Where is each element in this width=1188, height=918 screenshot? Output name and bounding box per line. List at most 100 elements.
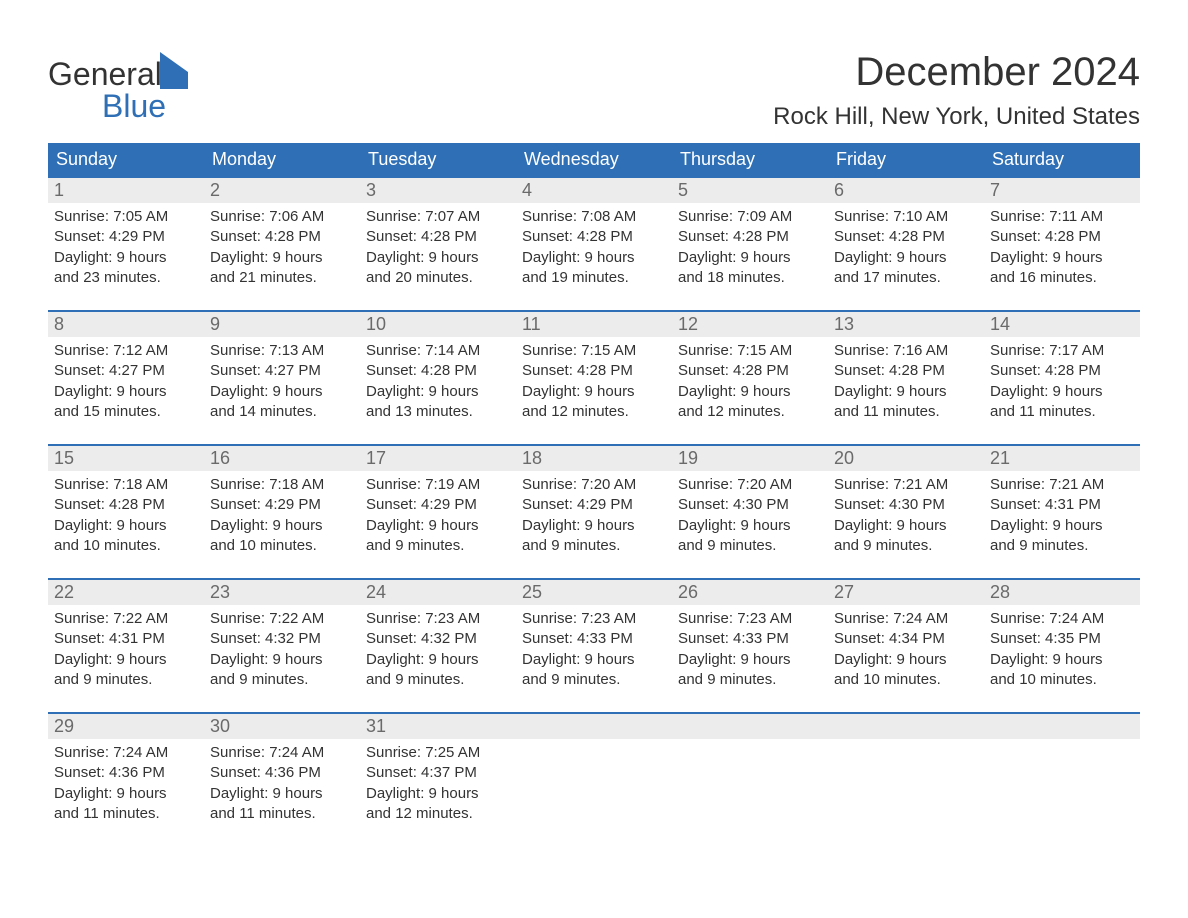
sunset-text: Sunset: 4:27 PM [54, 361, 198, 381]
day-cell [672, 714, 828, 828]
day-number: 19 [672, 446, 828, 471]
sunrise-text: Sunrise: 7:21 AM [834, 475, 978, 495]
sunset-text: Sunset: 4:30 PM [834, 495, 978, 515]
day-number: 15 [48, 446, 204, 471]
day-body: Sunrise: 7:25 AMSunset: 4:37 PMDaylight:… [360, 739, 516, 828]
daylight-line2: and 9 minutes. [522, 536, 666, 556]
day-body: Sunrise: 7:18 AMSunset: 4:28 PMDaylight:… [48, 471, 204, 560]
daylight-line2: and 16 minutes. [990, 268, 1134, 288]
daylight-line2: and 19 minutes. [522, 268, 666, 288]
day-cell: 31Sunrise: 7:25 AMSunset: 4:37 PMDayligh… [360, 714, 516, 828]
day-cell: 16Sunrise: 7:18 AMSunset: 4:29 PMDayligh… [204, 446, 360, 560]
sunrise-text: Sunrise: 7:18 AM [54, 475, 198, 495]
sunrise-text: Sunrise: 7:23 AM [678, 609, 822, 629]
daylight-line2: and 9 minutes. [366, 670, 510, 690]
sunrise-text: Sunrise: 7:18 AM [210, 475, 354, 495]
daylight-line1: Daylight: 9 hours [678, 650, 822, 670]
logo-triangle-icon [160, 52, 188, 89]
daylight-line1: Daylight: 9 hours [366, 784, 510, 804]
sunrise-text: Sunrise: 7:07 AM [366, 207, 510, 227]
daylight-line2: and 9 minutes. [678, 670, 822, 690]
daylight-line2: and 10 minutes. [834, 670, 978, 690]
sunset-text: Sunset: 4:27 PM [210, 361, 354, 381]
day-body: Sunrise: 7:09 AMSunset: 4:28 PMDaylight:… [672, 203, 828, 292]
daylight-line1: Daylight: 9 hours [990, 382, 1134, 402]
sunrise-text: Sunrise: 7:15 AM [678, 341, 822, 361]
day-body: Sunrise: 7:24 AMSunset: 4:34 PMDaylight:… [828, 605, 984, 694]
sunset-text: Sunset: 4:32 PM [210, 629, 354, 649]
day-cell: 9Sunrise: 7:13 AMSunset: 4:27 PMDaylight… [204, 312, 360, 426]
daylight-line1: Daylight: 9 hours [522, 248, 666, 268]
day-body: Sunrise: 7:24 AMSunset: 4:36 PMDaylight:… [48, 739, 204, 828]
day-cell: 19Sunrise: 7:20 AMSunset: 4:30 PMDayligh… [672, 446, 828, 560]
sunrise-text: Sunrise: 7:20 AM [522, 475, 666, 495]
sunrise-text: Sunrise: 7:15 AM [522, 341, 666, 361]
sunrise-text: Sunrise: 7:11 AM [990, 207, 1134, 227]
daylight-line1: Daylight: 9 hours [366, 650, 510, 670]
day-number: 30 [204, 714, 360, 739]
sunset-text: Sunset: 4:28 PM [678, 227, 822, 247]
day-body: Sunrise: 7:15 AMSunset: 4:28 PMDaylight:… [516, 337, 672, 426]
day-body: Sunrise: 7:24 AMSunset: 4:36 PMDaylight:… [204, 739, 360, 828]
daylight-line2: and 18 minutes. [678, 268, 822, 288]
sunrise-text: Sunrise: 7:08 AM [522, 207, 666, 227]
weekday-header: Wednesday [516, 143, 672, 176]
sunrise-text: Sunrise: 7:22 AM [210, 609, 354, 629]
day-body: Sunrise: 7:05 AMSunset: 4:29 PMDaylight:… [48, 203, 204, 292]
sunrise-text: Sunrise: 7:13 AM [210, 341, 354, 361]
day-body: Sunrise: 7:16 AMSunset: 4:28 PMDaylight:… [828, 337, 984, 426]
sunrise-text: Sunrise: 7:24 AM [990, 609, 1134, 629]
sunset-text: Sunset: 4:36 PM [54, 763, 198, 783]
daylight-line2: and 20 minutes. [366, 268, 510, 288]
day-number: 12 [672, 312, 828, 337]
daylight-line2: and 9 minutes. [990, 536, 1134, 556]
day-number: 29 [48, 714, 204, 739]
day-body: Sunrise: 7:19 AMSunset: 4:29 PMDaylight:… [360, 471, 516, 560]
brand-word1: General [48, 56, 162, 92]
day-body: Sunrise: 7:23 AMSunset: 4:33 PMDaylight:… [516, 605, 672, 694]
weekday-header: Sunday [48, 143, 204, 176]
calendar: Sunday Monday Tuesday Wednesday Thursday… [48, 143, 1140, 828]
day-number [984, 714, 1140, 739]
week-row: 8Sunrise: 7:12 AMSunset: 4:27 PMDaylight… [48, 310, 1140, 426]
daylight-line1: Daylight: 9 hours [54, 248, 198, 268]
day-cell: 29Sunrise: 7:24 AMSunset: 4:36 PMDayligh… [48, 714, 204, 828]
day-body: Sunrise: 7:08 AMSunset: 4:28 PMDaylight:… [516, 203, 672, 292]
sunrise-text: Sunrise: 7:23 AM [522, 609, 666, 629]
day-number: 28 [984, 580, 1140, 605]
daylight-line1: Daylight: 9 hours [54, 382, 198, 402]
daylight-line2: and 9 minutes. [366, 536, 510, 556]
sunrise-text: Sunrise: 7:21 AM [990, 475, 1134, 495]
sunset-text: Sunset: 4:37 PM [366, 763, 510, 783]
daylight-line2: and 15 minutes. [54, 402, 198, 422]
day-number: 6 [828, 178, 984, 203]
weekday-header-row: Sunday Monday Tuesday Wednesday Thursday… [48, 143, 1140, 176]
sunrise-text: Sunrise: 7:22 AM [54, 609, 198, 629]
daylight-line1: Daylight: 9 hours [834, 516, 978, 536]
sunset-text: Sunset: 4:28 PM [990, 361, 1134, 381]
sunset-text: Sunset: 4:32 PM [366, 629, 510, 649]
sunrise-text: Sunrise: 7:19 AM [366, 475, 510, 495]
sunrise-text: Sunrise: 7:25 AM [366, 743, 510, 763]
day-body: Sunrise: 7:20 AMSunset: 4:30 PMDaylight:… [672, 471, 828, 560]
daylight-line1: Daylight: 9 hours [210, 784, 354, 804]
day-cell: 12Sunrise: 7:15 AMSunset: 4:28 PMDayligh… [672, 312, 828, 426]
weekday-header: Friday [828, 143, 984, 176]
month-title: December 2024 [773, 50, 1140, 95]
title-block: December 2024 Rock Hill, New York, Unite… [773, 50, 1140, 131]
daylight-line2: and 21 minutes. [210, 268, 354, 288]
day-cell: 2Sunrise: 7:06 AMSunset: 4:28 PMDaylight… [204, 178, 360, 292]
weekday-header: Saturday [984, 143, 1140, 176]
sunset-text: Sunset: 4:33 PM [522, 629, 666, 649]
day-number: 18 [516, 446, 672, 471]
day-cell: 22Sunrise: 7:22 AMSunset: 4:31 PMDayligh… [48, 580, 204, 694]
day-number: 14 [984, 312, 1140, 337]
day-body: Sunrise: 7:22 AMSunset: 4:31 PMDaylight:… [48, 605, 204, 694]
weekday-header: Thursday [672, 143, 828, 176]
daylight-line1: Daylight: 9 hours [54, 516, 198, 536]
day-cell: 10Sunrise: 7:14 AMSunset: 4:28 PMDayligh… [360, 312, 516, 426]
logo-text: General Blue [48, 58, 188, 122]
sunrise-text: Sunrise: 7:05 AM [54, 207, 198, 227]
brand-logo: General Blue [48, 50, 188, 122]
day-number: 24 [360, 580, 516, 605]
